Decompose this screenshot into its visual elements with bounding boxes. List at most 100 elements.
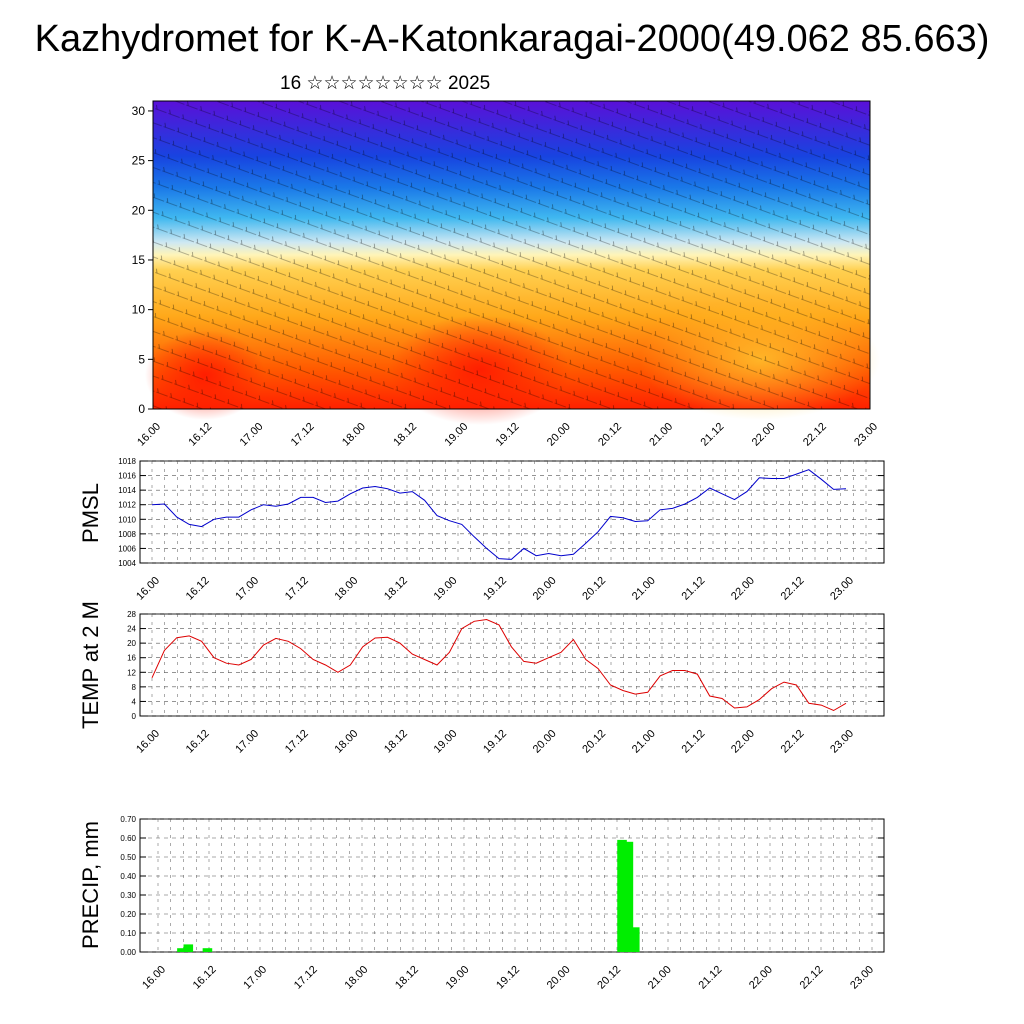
temp-x-tick-label: 18.00	[332, 728, 360, 756]
precip-bar	[183, 944, 194, 952]
precip-x-tick-label: 21.00	[646, 964, 674, 992]
cross-section-panel: 0 5 10 15 20 25 30 16.00 16.12 17.00 17.12 18.00 18.…	[132, 100, 880, 449]
pmsl-x-tick-label: 23.00	[828, 575, 856, 603]
pmsl-y-tick-label: 1012	[118, 501, 136, 510]
chart-subtitle: 16 ☆☆☆☆☆☆☆☆ 2025	[280, 73, 491, 94]
precip-y-tick-label: 0.40	[120, 872, 136, 881]
heatmap-y-tick-label: 20	[132, 203, 146, 217]
heatmap-x-tick-label: 22.12	[801, 421, 829, 449]
precip-x-tick-label: 16.12	[191, 964, 219, 992]
precip-y-tick-label: 0.70	[120, 815, 136, 824]
precip-y-label: PRECIP, mm	[78, 821, 103, 949]
heatmap-y-tick-label: 10	[132, 303, 146, 317]
temp-y-tick-label: 0	[132, 712, 137, 721]
pmsl-line	[151, 469, 847, 560]
heatmap-y-tick-label: 5	[138, 352, 145, 366]
precip-y-tick-label: 0.10	[120, 929, 136, 938]
precip-y-tick-label: 0.00	[120, 948, 136, 957]
heatmap-y-tick-label: 25	[132, 154, 146, 168]
heatmap-x-tick-label: 22.00	[750, 421, 778, 449]
precip-x-tick-label: 22.12	[798, 964, 826, 992]
precip-x-tick-label: 17.12	[292, 964, 320, 992]
pmsl-x-tick-label: 22.00	[729, 575, 757, 603]
pmsl-x-tick-label: 21.12	[679, 575, 707, 603]
pmsl-frame	[139, 460, 885, 564]
pmsl-y-tick-label: 1014	[118, 486, 136, 495]
precip-x-tick-label: 21.12	[696, 964, 724, 992]
precip-x-tick-label: 22.00	[747, 964, 775, 992]
temp-x-tick-label: 22.12	[779, 728, 807, 756]
temp-x-tick-label: 21.12	[679, 728, 707, 756]
temp-x-tick-label: 22.00	[729, 728, 757, 756]
pmsl-x-tick-label: 20.12	[580, 575, 608, 603]
temp-x-tick-label: 20.12	[580, 728, 608, 756]
heatmap-y-tick-label: 30	[132, 104, 146, 118]
heatmap-x-tick-label: 19.12	[494, 421, 522, 449]
pmsl-y-tick-label: 1018	[118, 457, 136, 466]
pmsl-y-label: PMSL	[78, 483, 103, 543]
pmsl-panel: 1004 1006 1008 1010 1012 1014 1016 1018 PMSL 16.0…	[78, 457, 885, 603]
temp-x-tick-label: 23.00	[828, 728, 856, 756]
temp-y-tick-label: 20	[127, 639, 136, 648]
pmsl-x-tick-label: 20.00	[531, 575, 559, 603]
temp-y-tick-label: 12	[127, 668, 136, 677]
heatmap-frame	[152, 100, 871, 410]
pmsl-x-tick-label: 16.00	[134, 575, 162, 603]
precip-x-tick-label: 19.00	[444, 964, 472, 992]
temp-y-tick-label: 4	[132, 697, 137, 706]
pmsl-x-tick-label: 22.12	[779, 575, 807, 603]
precip-x-tick-label: 16.00	[140, 964, 168, 992]
precip-x-tick-label: 20.00	[545, 964, 573, 992]
temp-y-tick-label: 16	[127, 654, 136, 663]
temp-y-tick-label: 28	[127, 610, 136, 619]
precip-x-tick-label: 18.12	[393, 964, 421, 992]
precip-frame	[139, 818, 885, 953]
temp-x-tick-label: 21.00	[630, 728, 658, 756]
precip-y-tick-label: 0.20	[120, 910, 136, 919]
heatmap-x-tick-label: 19.00	[442, 421, 470, 449]
heatmap-x-tick-label: 23.00	[852, 421, 880, 449]
precip-x-tick-label: 18.00	[342, 964, 370, 992]
heatmap-x-tick-label: 17.12	[289, 421, 317, 449]
temp-x-tick-label: 19.00	[432, 728, 460, 756]
pmsl-x-tick-label: 17.12	[283, 575, 311, 603]
pmsl-x-tick-label: 19.12	[481, 575, 509, 603]
precip-x-tick-label: 17.00	[241, 964, 269, 992]
precip-bar	[623, 841, 634, 952]
precip-x-tick-label: 20.12	[595, 964, 623, 992]
precip-y-tick-label: 0.50	[120, 853, 136, 862]
temp-panel: 0 4 8 12 16 20 24 28 TEMP at 2 M 16.00 16.12 17.00 1…	[78, 601, 885, 756]
heatmap-x-tick-label: 21.12	[699, 421, 727, 449]
precip-bar	[630, 927, 640, 952]
temp-line	[151, 618, 847, 712]
heatmap-x-tick-label: 17.00	[238, 421, 266, 449]
pmsl-x-tick-label: 18.00	[332, 575, 360, 603]
precip-bar	[617, 839, 627, 952]
heatmap-x-tick-label: 20.12	[596, 421, 624, 449]
pmsl-x-tick-label: 18.12	[382, 575, 410, 603]
precip-bar	[202, 948, 213, 952]
temp-y-label: TEMP at 2 M	[78, 601, 103, 729]
precip-y-tick-label: 0.30	[120, 891, 136, 900]
wind-barbs-overlay	[153, 101, 870, 409]
temp-x-tick-label: 16.12	[184, 728, 212, 756]
heatmap-x-tick-label: 18.00	[340, 421, 368, 449]
heatmap-x-tick-label: 21.00	[647, 421, 675, 449]
pmsl-x-tick-label: 17.00	[233, 575, 261, 603]
heatmap-x-tick-label: 16.12	[186, 421, 214, 449]
temp-y-tick-label: 24	[127, 625, 136, 634]
precip-x-tick-label: 23.00	[848, 964, 876, 992]
temp-x-tick-label: 18.12	[382, 728, 410, 756]
precip-y-tick-label: 0.60	[120, 834, 136, 843]
pmsl-y-tick-label: 1008	[118, 530, 136, 539]
pmsl-y-tick-label: 1006	[118, 544, 136, 553]
temp-x-tick-label: 17.00	[233, 728, 261, 756]
heatmap-y-tick-label: 0	[138, 402, 145, 416]
temp-y-tick-label: 8	[132, 683, 137, 692]
pmsl-x-tick-label: 21.00	[630, 575, 658, 603]
pmsl-y-tick-label: 1010	[118, 515, 136, 524]
heatmap-x-tick-label: 16.00	[135, 421, 163, 449]
heatmap-x-tick-label: 18.12	[391, 421, 419, 449]
precip-bar	[177, 948, 187, 952]
